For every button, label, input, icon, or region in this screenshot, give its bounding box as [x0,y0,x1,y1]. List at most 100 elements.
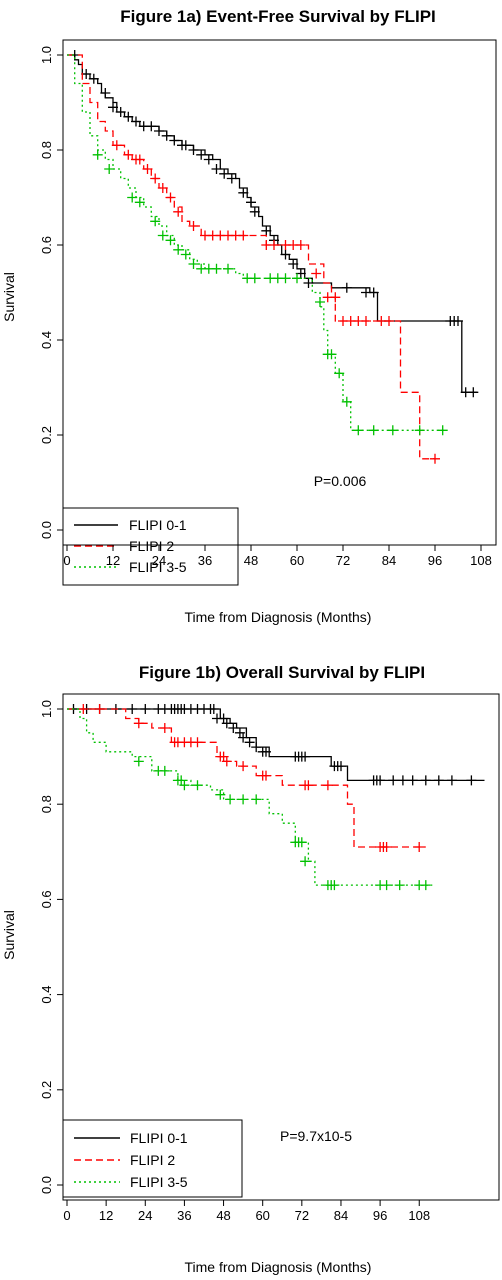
censor-mark-flipi-2 [188,221,199,231]
censor-mark-flipi-3-5 [211,263,222,274]
series-line-flipi-0-1 [67,708,485,782]
x-tick-label: 96 [428,553,442,568]
censor-mark-flipi-0-1 [221,718,232,729]
censor-mark-flipi-0-1 [219,168,230,179]
y-tick-label: 0.2 [39,1081,54,1099]
x-tick-label: 108 [408,1208,430,1223]
censor-mark-flipi-0-1 [433,775,444,786]
censor-mark-flipi-2 [133,718,144,729]
censor-mark-flipi-2 [322,780,333,791]
panel-b: Figure 1b) Overall Survival by FLIPI Tim… [1,663,500,1275]
y-axis-label: Survival [1,272,17,322]
censor-mark-flipi-3-5 [300,856,311,867]
censor-mark-flipi-2 [150,173,161,184]
censor-mark-flipi-0-1 [108,102,118,113]
censor-mark-flipi-3-5 [341,396,352,407]
censor-mark-flipi-0-1 [251,742,262,753]
x-tick-label: 48 [244,553,258,568]
censor-mark-flipi-0-1 [468,387,479,398]
censor-mark-flipi-0-1 [246,197,256,208]
censor-mark-flipi-2 [430,453,440,464]
censor-mark-flipi-2 [414,842,425,852]
censor-mark-flipi-0-1 [115,107,126,117]
legend-label-flipi-0-1: FLIPI 0-1 [130,1130,188,1146]
censor-mark-flipi-0-1 [249,206,260,217]
censor-mark-flipi-3-5 [353,425,364,436]
censor-mark-flipi-0-1 [131,116,141,127]
censor-mark-flipi-2 [361,316,371,326]
legend-box [62,1119,243,1198]
legend-label-flipi-3-5: FLIPI 3-5 [129,559,187,575]
censor-mark-flipi-0-1 [211,164,222,174]
x-tick-label: 60 [290,553,304,568]
censor-mark-flipi-3-5 [159,765,170,776]
plot-area: 0 12 24 36 48 60 72 84 96 108 0.0 0.2 0.4 0.6 0.8 1.0 [39,39,497,568]
censor-mark-flipi-3-5 [381,880,392,891]
censor-mark-flipi-3-5 [104,164,115,174]
x-tick-label: 24 [138,1208,152,1223]
y-tick-label: 0.6 [39,236,54,254]
censor-mark-flipi-2 [78,704,89,714]
censor-mark-flipi-2 [94,704,105,714]
censor-mark-flipi-0-1 [238,187,249,198]
censor-mark-flipi-3-5 [334,368,345,379]
censor-mark-flipi-3-5 [223,263,233,274]
plot-frame [62,39,497,546]
censor-mark-flipi-0-1 [341,282,352,293]
legend-keys [74,524,118,568]
series-line-flipi-3-5 [67,708,433,886]
x-tick-label: 84 [334,1208,348,1223]
censor-mark-flipi-2 [238,230,249,241]
censor-mark-flipi-0-1 [161,130,172,141]
censor-mark-flipi-0-1 [244,737,255,748]
censor-mark-flipi-0-1 [453,316,463,326]
x-tick-label: 24 [152,553,166,568]
censor-mark-flipi-3-5 [249,273,260,284]
censor-mark-flipi-3-5 [326,349,337,360]
censor-mark-flipi-2 [261,770,271,781]
y-tick-label: 0.6 [39,890,54,908]
panel-a: Figure 1a) Event-Free Survival by FLIPI … [1,7,497,625]
censor-mark-flipi-3-5 [188,259,199,269]
censor-mark-flipi-0-1 [100,88,111,98]
p-value-annotation: P=0.006 [314,473,367,489]
censor-mark-flipi-2 [381,842,392,852]
censor-mark-flipi-3-5 [92,149,103,160]
x-tick-label: 12 [99,1208,113,1223]
censor-mark-flipi-2 [142,164,153,174]
censor-mark-flipi-0-1 [303,278,314,288]
y-tick-label: 0.8 [39,795,54,813]
x-tick-label: 72 [336,553,350,568]
plot-frame [62,693,500,1201]
censor-mark-flipi-2 [123,149,134,160]
censor-mark-flipi-0-1 [203,154,214,165]
x-tick-label: 36 [177,1208,191,1223]
chart-title: Figure 1b) Overall Survival by FLIPI [139,663,425,682]
censor-mark-flipi-0-1 [238,732,249,743]
censor-mark-flipi-3-5 [179,780,190,791]
x-tick-label: 84 [382,553,396,568]
x-tick-label: 60 [255,1208,269,1223]
x-axis-label: Time from Diagnosis (Months) [185,609,372,625]
y-tick-label: 0.0 [39,1176,54,1194]
censor-mark-flipi-0-1 [466,775,477,786]
censor-mark-flipi-2 [159,723,170,733]
censor-mark-flipi-2 [173,206,184,217]
series-line-flipi-3-5 [67,54,447,431]
censor-mark-flipi-0-1 [123,111,134,122]
legend-label-flipi-2: FLIPI 2 [129,538,174,554]
censor-mark-flipi-3-5 [157,230,168,241]
x-axis-label: Time from Diagnosis (Months) [185,1259,372,1275]
y-tick-label: 1.0 [39,700,54,718]
censor-mark-flipi-2 [330,292,341,303]
legend-label-flipi-3-5: FLIPI 3-5 [130,1174,188,1190]
censor-mark-flipi-0-1 [169,135,180,146]
x-tick-label: 36 [198,553,212,568]
censor-mark-flipi-2 [221,756,232,767]
censor-mark-flipi-0-1 [261,225,272,236]
censor-mark-flipi-0-1 [420,775,431,786]
censor-mark-flipi-0-1 [88,73,99,84]
censor-mark-flipi-2 [134,154,145,165]
censor-mark-flipi-0-1 [196,149,207,160]
